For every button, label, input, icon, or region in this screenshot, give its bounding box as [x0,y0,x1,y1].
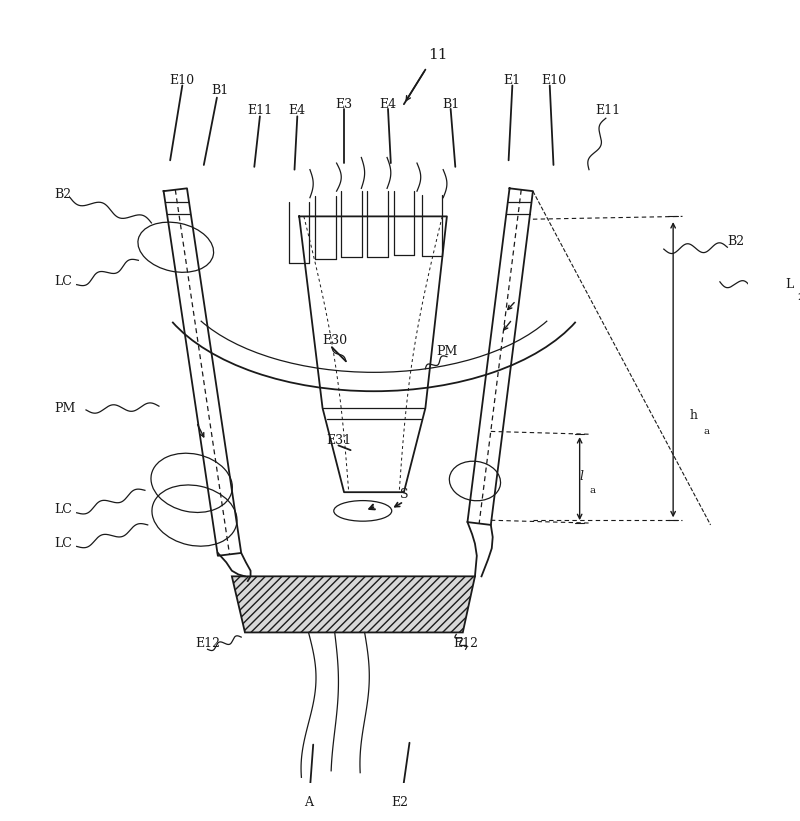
Text: E1: E1 [504,75,521,87]
Text: E3: E3 [335,98,353,111]
Text: E11: E11 [595,104,620,117]
Text: E4: E4 [379,98,397,111]
Text: E12: E12 [195,637,220,650]
Polygon shape [232,576,475,632]
Text: LC: LC [54,275,72,288]
Text: PM: PM [54,401,76,415]
Text: E11: E11 [247,104,273,117]
Text: E4: E4 [289,104,306,117]
Text: E12: E12 [453,637,478,650]
Text: LC: LC [54,537,72,550]
Text: E2: E2 [392,796,409,809]
Text: 11: 11 [428,48,447,62]
Text: LC: LC [54,502,72,516]
Text: PM: PM [436,346,458,359]
Text: l: l [579,470,583,483]
Text: B2: B2 [727,235,745,248]
Text: L: L [786,278,794,291]
Text: h: h [690,409,698,422]
Text: E10: E10 [170,75,195,87]
Text: B2: B2 [54,188,71,201]
Text: B1: B1 [211,84,228,97]
Text: E31: E31 [326,434,351,447]
Text: a: a [589,486,595,495]
Text: E10: E10 [541,75,566,87]
Text: 25: 25 [798,293,800,302]
Text: E30: E30 [322,334,347,347]
Text: a: a [704,427,710,436]
Text: B1: B1 [442,98,459,111]
Text: A: A [304,796,313,809]
Text: S: S [400,488,408,501]
